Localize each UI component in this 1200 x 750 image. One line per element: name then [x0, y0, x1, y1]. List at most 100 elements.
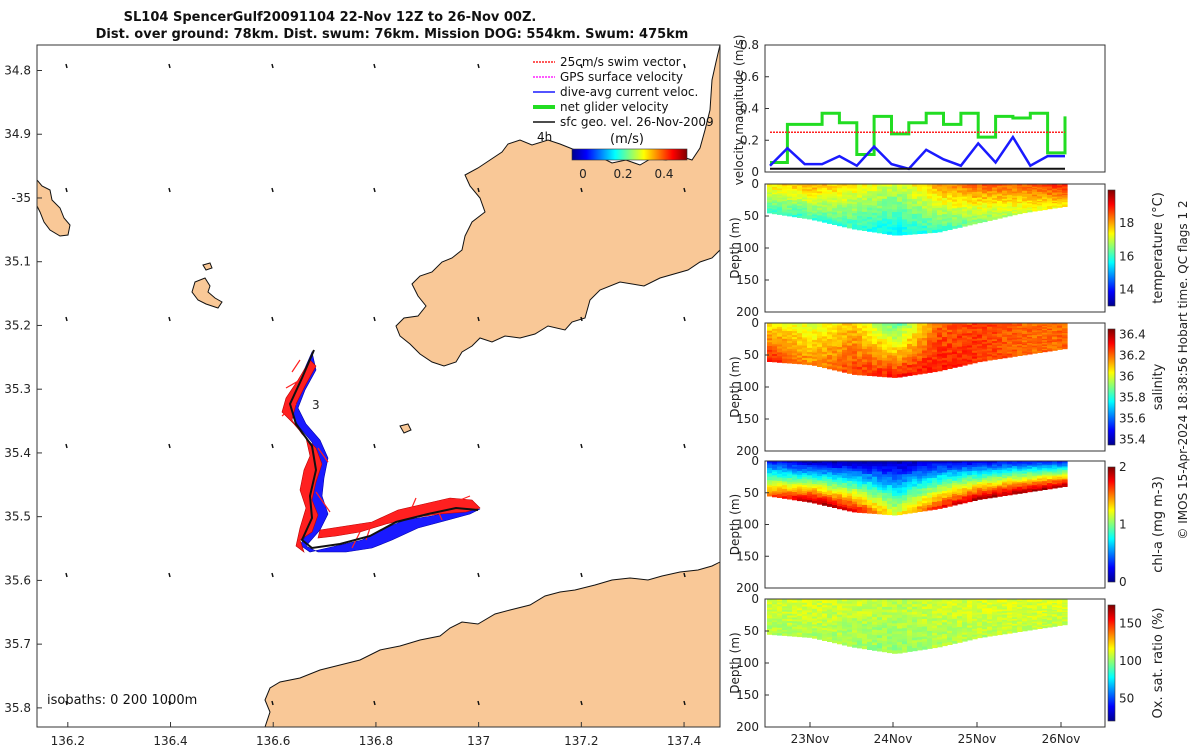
- velocity-y-tick-label: 0.4: [740, 102, 759, 116]
- section-cell: [957, 333, 963, 337]
- section-cell: [952, 356, 958, 359]
- section-cell: [952, 203, 958, 207]
- section-cell: [1002, 626, 1008, 630]
- section-cell: [882, 492, 888, 497]
- section-cell: [922, 211, 928, 215]
- section-cell: [927, 345, 933, 349]
- section-cell: [882, 328, 888, 332]
- section-cell: [962, 632, 968, 636]
- section-cell: [892, 469, 898, 473]
- section-cell: [892, 201, 898, 205]
- section-cell: [802, 487, 808, 490]
- section-cell: [862, 636, 868, 640]
- section-cell: [1042, 485, 1048, 488]
- section-cell: [862, 188, 868, 192]
- section-cell: [937, 191, 943, 195]
- section-cell: [987, 191, 993, 194]
- section-cell: [1032, 477, 1038, 480]
- section-cell: [1022, 624, 1028, 627]
- section-cell: [787, 347, 793, 350]
- section-cell: [1027, 617, 1033, 620]
- section-cell: [877, 230, 883, 234]
- section-cell: [1032, 487, 1038, 490]
- section-cell: [997, 194, 1003, 197]
- section-cell: [812, 198, 818, 201]
- section-cell: [917, 366, 923, 370]
- section-cell: [832, 599, 838, 602]
- section-cell: [957, 461, 963, 464]
- section-cell: [1042, 600, 1048, 603]
- section-cell: [837, 217, 843, 220]
- section-cell: [797, 486, 803, 490]
- section-cell: [897, 604, 903, 608]
- section-cell: [842, 619, 848, 623]
- section-cell: [1002, 197, 1008, 200]
- section-cell: [892, 350, 898, 354]
- section-cell: [937, 212, 943, 216]
- section-cell: [802, 495, 808, 498]
- section-cell: [1047, 483, 1053, 486]
- section-cell: [937, 186, 943, 190]
- section-cell: [772, 340, 778, 343]
- section-cell: [922, 343, 928, 347]
- section-cell: [817, 495, 823, 499]
- section-y-tick-label: 100: [736, 380, 759, 394]
- section-cell: [972, 482, 978, 486]
- section-cell: [902, 357, 908, 361]
- section-cell: [967, 351, 973, 355]
- section-cell: [907, 338, 913, 342]
- section-cell: [912, 486, 918, 490]
- section-cell: [997, 331, 1003, 335]
- section-cell: [1017, 461, 1023, 464]
- section-cell: [897, 333, 903, 338]
- section-cell: [847, 639, 853, 642]
- section-cell: [937, 461, 943, 464]
- section-cell: [942, 643, 948, 647]
- section-cell: [1007, 464, 1013, 467]
- section-cell: [912, 203, 918, 207]
- velocity-y-tick-label: 0.2: [740, 133, 759, 147]
- section-cell: [862, 221, 868, 224]
- section-cell: [807, 471, 813, 474]
- net-velocity-line: [770, 111, 1067, 164]
- section-cell: [1032, 603, 1038, 606]
- section-cell: [1052, 616, 1058, 619]
- section-cell: [852, 642, 858, 646]
- section-cell: [792, 608, 798, 611]
- section-cell: [942, 228, 948, 232]
- section-cell: [847, 505, 853, 509]
- section-cell: [912, 211, 918, 215]
- section-cell: [872, 330, 878, 335]
- section-cell: [1052, 469, 1058, 471]
- section-cell: [872, 336, 878, 340]
- section-cell: [997, 632, 1003, 636]
- section-cell: [997, 629, 1003, 632]
- section-cell: [822, 216, 828, 219]
- section-cell: [1032, 186, 1038, 189]
- section-cell: [877, 490, 883, 494]
- section-cell: [887, 368, 893, 373]
- section-cell: [807, 199, 813, 202]
- section-cell: [837, 499, 843, 503]
- section-cell: [892, 366, 898, 370]
- section-cell: [1032, 461, 1038, 464]
- section-cell: [987, 358, 993, 361]
- section-cell: [917, 325, 923, 329]
- section-cell: [767, 186, 773, 189]
- section-cell: [832, 190, 838, 193]
- section-cell: [1002, 473, 1008, 476]
- section-cell: [822, 632, 828, 635]
- section-cell: [1017, 203, 1023, 206]
- section-cell: [847, 190, 853, 194]
- section-cell: [987, 472, 993, 475]
- section-cell: [802, 194, 808, 197]
- section-cell: [1062, 483, 1068, 486]
- section-cell: [967, 481, 973, 484]
- section-cell: [802, 213, 808, 216]
- section-cell: [972, 332, 978, 336]
- section-cell: [952, 605, 958, 609]
- section-cell: [777, 468, 783, 471]
- section-cell: [1022, 194, 1028, 196]
- section-cell: [827, 203, 833, 207]
- section-cell: [967, 465, 973, 468]
